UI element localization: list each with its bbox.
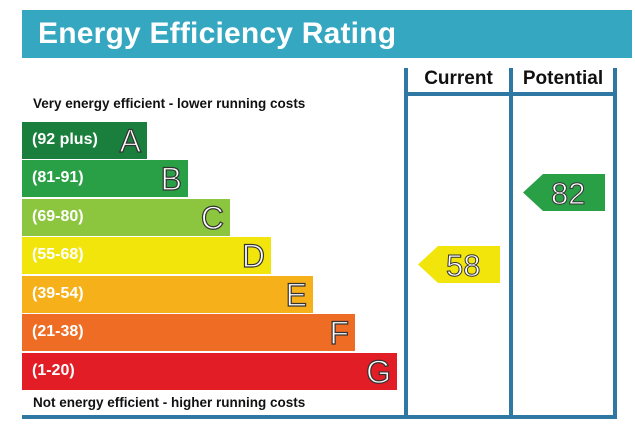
band-range-label: (21-38) — [32, 323, 84, 340]
band-f: (21-38) F — [22, 314, 355, 352]
band-range-label: (1-20) — [32, 362, 75, 379]
band-b: (81-91) B — [22, 160, 188, 198]
band-range-label: (39-54) — [32, 285, 84, 302]
current-rating-arrow: 58 — [418, 246, 500, 284]
band-range-label: (92 plus) — [32, 131, 98, 148]
current-rating-value: 58 — [445, 248, 481, 284]
band-letter: F — [329, 314, 350, 351]
potential-column-header: Potential — [522, 68, 604, 89]
frame-middle-divider — [509, 68, 513, 419]
page-title: Energy Efficiency Rating — [38, 17, 397, 50]
title-bar: Energy Efficiency Rating — [22, 10, 632, 58]
band-letter: A — [119, 122, 142, 159]
band-range-label: (55-68) — [32, 246, 84, 263]
band-letter: E — [285, 276, 308, 313]
band-range-label: (81-91) — [32, 169, 84, 186]
band-a: (92 plus) A — [22, 122, 147, 160]
band-g: (1-20) G — [22, 353, 397, 391]
band-d: (55-68) D — [22, 237, 271, 275]
top-caption: Very energy efficient - lower running co… — [33, 96, 306, 111]
band-e: (39-54) E — [22, 276, 313, 314]
band-range-label: (69-80) — [32, 208, 84, 225]
current-column-header: Current — [424, 68, 493, 89]
frame-left-divider — [404, 68, 408, 419]
frame-right-border — [613, 68, 617, 419]
potential-arrow-shape — [523, 174, 605, 211]
potential-rating-value: 82 — [550, 176, 586, 212]
frame-bottom-rule — [22, 415, 617, 419]
band-c: (69-80) C — [22, 199, 230, 237]
potential-rating-arrow: 82 — [523, 174, 605, 212]
bottom-caption: Not energy efficient - higher running co… — [33, 395, 306, 410]
band-letter: D — [241, 237, 265, 274]
band-letter: B — [160, 160, 183, 197]
band-letter: G — [366, 353, 392, 390]
frame-header-rule — [404, 92, 617, 96]
band-letter: C — [200, 199, 224, 236]
current-arrow-shape — [418, 246, 500, 283]
